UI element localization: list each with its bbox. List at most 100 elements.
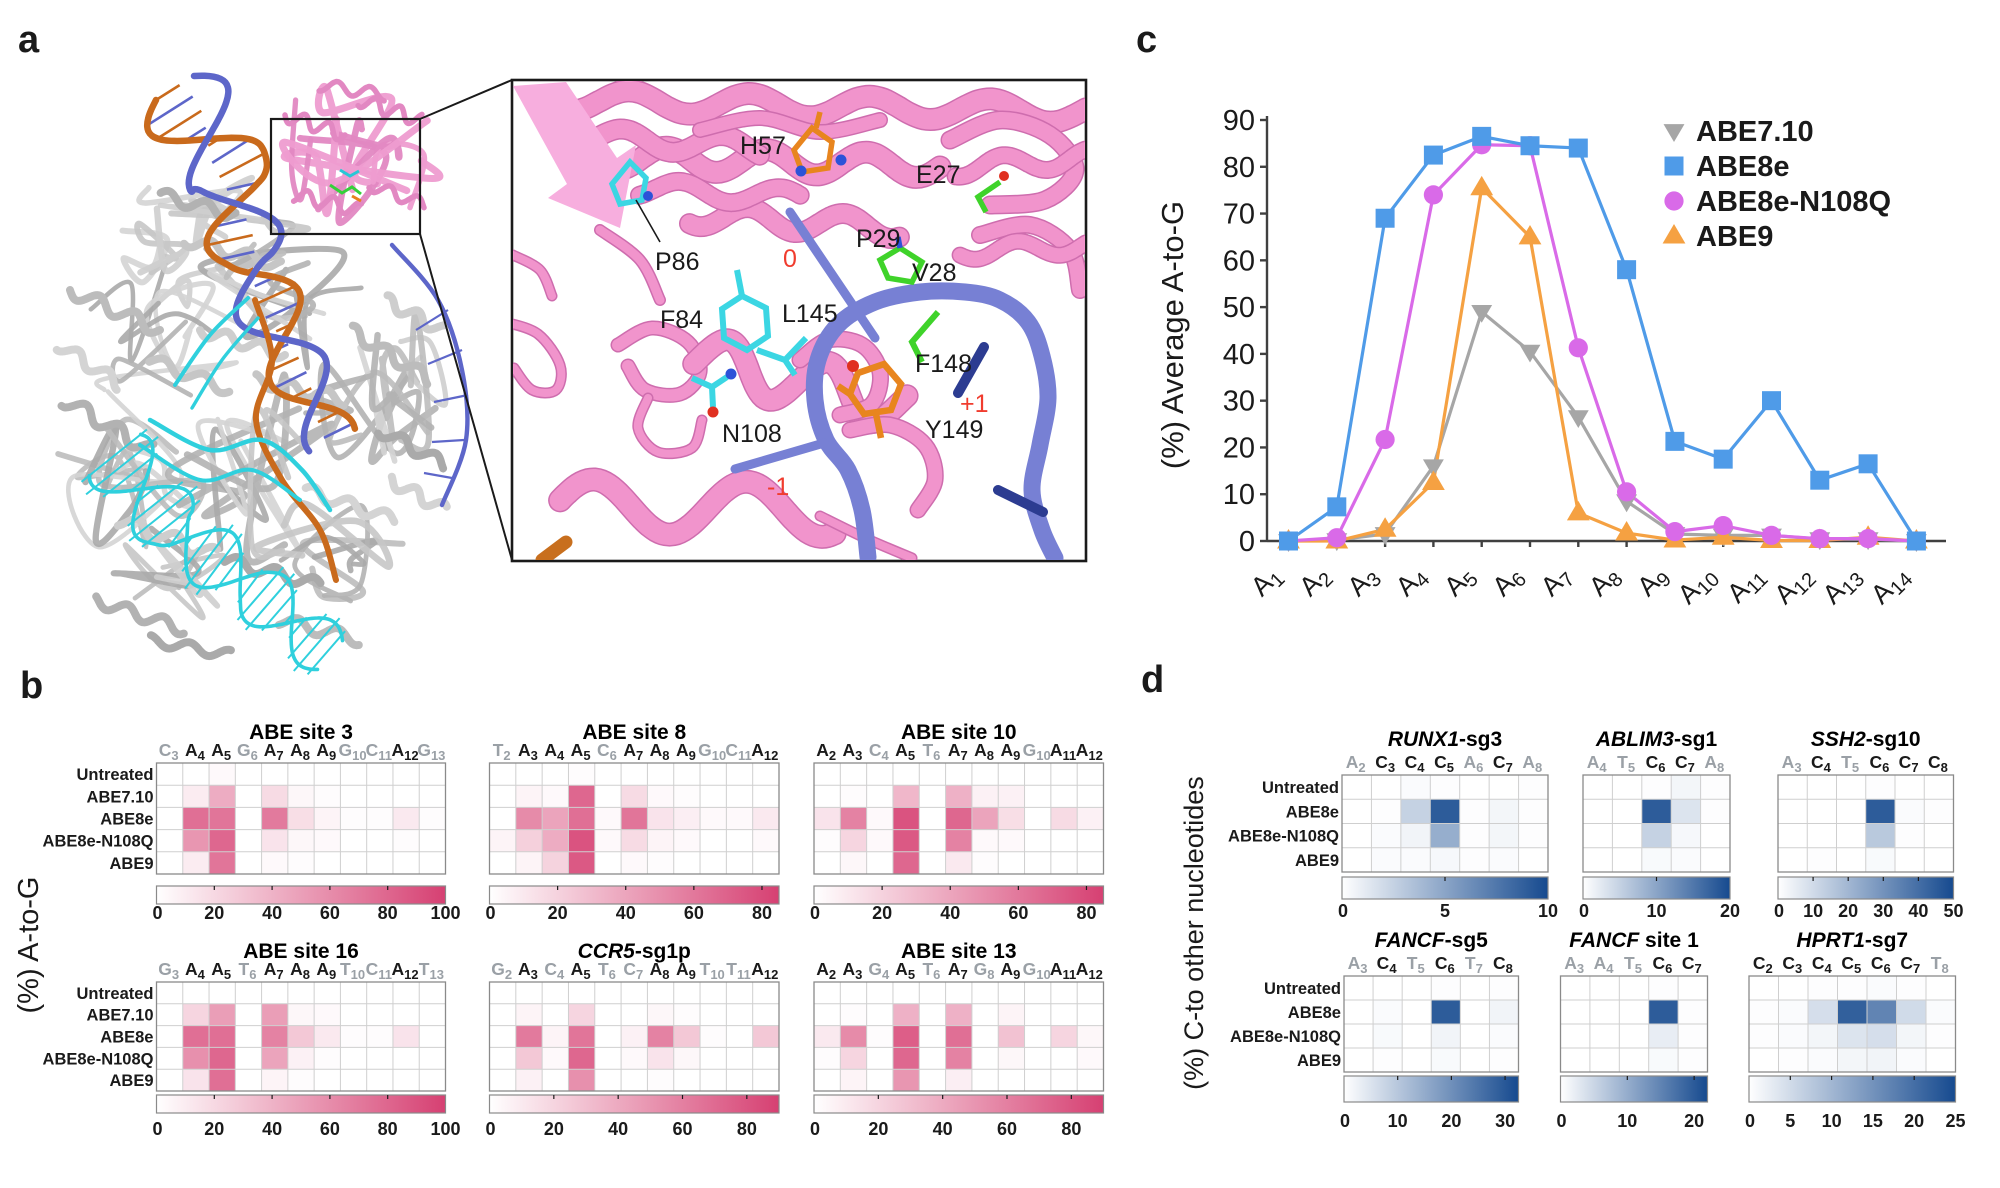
svg-text:60: 60: [997, 1119, 1017, 1139]
svg-text:ABE8e-N108Q: ABE8e-N108Q: [43, 833, 154, 851]
svg-text:ABE site 16: ABE site 16: [243, 940, 359, 963]
svg-text:ABE8e: ABE8e: [1696, 151, 1790, 183]
svg-text:20: 20: [1441, 1111, 1461, 1131]
svg-text:0: 0: [1579, 901, 1589, 921]
svg-text:b: b: [20, 665, 43, 707]
svg-text:80: 80: [737, 1119, 757, 1139]
svg-text:60: 60: [1008, 903, 1028, 923]
svg-text:40: 40: [262, 1119, 282, 1139]
svg-text:10: 10: [1646, 901, 1666, 921]
svg-text:10: 10: [1223, 479, 1255, 511]
svg-text:-1: -1: [767, 473, 789, 501]
svg-text:0: 0: [485, 903, 495, 923]
svg-text:0: 0: [810, 903, 820, 923]
svg-text:60: 60: [672, 1119, 692, 1139]
svg-text:Untreated: Untreated: [1262, 779, 1339, 797]
svg-text:Untreated: Untreated: [1264, 980, 1341, 998]
svg-text:ABE9: ABE9: [109, 1072, 153, 1090]
svg-text:P86: P86: [655, 248, 699, 276]
svg-text:Untreated: Untreated: [76, 766, 153, 784]
svg-text:ABE8e: ABE8e: [1286, 803, 1339, 821]
svg-text:30: 30: [1223, 386, 1255, 418]
svg-text:ABE site 3: ABE site 3: [249, 721, 353, 744]
svg-text:F84: F84: [660, 306, 703, 334]
svg-text:5: 5: [1440, 901, 1450, 921]
svg-text:80: 80: [1223, 152, 1255, 184]
svg-text:0: 0: [1340, 1111, 1350, 1131]
svg-text:Y149: Y149: [925, 416, 983, 444]
svg-text:80: 80: [752, 903, 772, 923]
svg-text:40: 40: [616, 903, 636, 923]
svg-text:60: 60: [684, 903, 704, 923]
svg-text:L145: L145: [782, 300, 838, 328]
svg-text:10: 10: [1538, 901, 1558, 921]
svg-text:25: 25: [1945, 1111, 1965, 1131]
svg-text:30: 30: [1495, 1111, 1515, 1131]
svg-text:(%) Average A-to-G: (%) Average A-to-G: [1155, 201, 1190, 469]
svg-text:0: 0: [810, 1119, 820, 1139]
svg-text:40: 40: [1223, 339, 1255, 371]
svg-text:20: 20: [204, 1119, 224, 1139]
svg-text:50: 50: [1223, 292, 1255, 324]
svg-text:ABE9: ABE9: [109, 855, 153, 873]
svg-text:ABE8e: ABE8e: [1288, 1004, 1341, 1022]
svg-text:0: 0: [1745, 1111, 1755, 1131]
svg-text:80: 80: [378, 903, 398, 923]
svg-text:FANCF-sg5: FANCF-sg5: [1375, 929, 1489, 952]
svg-text:CCR5-sg1p: CCR5-sg1p: [578, 940, 691, 963]
svg-text:10: 10: [1822, 1111, 1842, 1131]
svg-text:20: 20: [544, 1119, 564, 1139]
svg-text:ABE site 10: ABE site 10: [901, 721, 1017, 744]
svg-text:RUNX1-sg3: RUNX1-sg3: [1388, 728, 1502, 751]
svg-text:ABE9: ABE9: [1696, 221, 1773, 253]
svg-text:ABE7.10: ABE7.10: [87, 1007, 154, 1025]
svg-text:+1: +1: [960, 390, 989, 418]
svg-text:30: 30: [1873, 901, 1893, 921]
svg-text:20: 20: [1684, 1111, 1704, 1131]
svg-text:Untreated: Untreated: [76, 985, 153, 1003]
svg-text:20: 20: [872, 903, 892, 923]
svg-text:ABE8e-N108Q: ABE8e-N108Q: [1230, 1028, 1341, 1046]
svg-text:ABE site 13: ABE site 13: [901, 940, 1017, 963]
svg-text:80: 80: [1076, 903, 1096, 923]
svg-text:60: 60: [320, 903, 340, 923]
svg-text:0: 0: [1338, 901, 1348, 921]
svg-text:FANCF site 1: FANCF site 1: [1569, 929, 1699, 952]
svg-text:15: 15: [1863, 1111, 1883, 1131]
svg-text:90: 90: [1223, 105, 1255, 137]
svg-text:20: 20: [1838, 901, 1858, 921]
svg-text:5: 5: [1785, 1111, 1795, 1131]
svg-text:H57: H57: [740, 132, 786, 160]
svg-text:60: 60: [320, 1119, 340, 1139]
svg-text:0: 0: [152, 903, 162, 923]
svg-text:ABE8e-N108Q: ABE8e-N108Q: [1696, 186, 1891, 218]
svg-text:20: 20: [868, 1119, 888, 1139]
svg-text:40: 40: [608, 1119, 628, 1139]
svg-text:ABE8e-N108Q: ABE8e-N108Q: [43, 1050, 154, 1068]
svg-text:20: 20: [204, 903, 224, 923]
svg-text:50: 50: [1943, 901, 1963, 921]
svg-text:d: d: [1141, 659, 1164, 701]
svg-text:0: 0: [485, 1119, 495, 1139]
svg-text:a: a: [18, 19, 40, 61]
svg-text:10: 10: [1803, 901, 1823, 921]
svg-text:0: 0: [152, 1119, 162, 1139]
svg-text:70: 70: [1223, 199, 1255, 231]
svg-text:N108: N108: [722, 420, 782, 448]
svg-text:(%) A-to-G: (%) A-to-G: [13, 877, 45, 1014]
svg-text:100: 100: [430, 1119, 460, 1139]
svg-text:40: 40: [933, 1119, 953, 1139]
svg-text:10: 10: [1388, 1111, 1408, 1131]
svg-text:SSH2-sg10: SSH2-sg10: [1811, 728, 1921, 751]
svg-text:ABE7.10: ABE7.10: [1696, 116, 1814, 148]
svg-text:40: 40: [262, 903, 282, 923]
svg-text:ABE8e-N108Q: ABE8e-N108Q: [1228, 828, 1339, 846]
svg-text:ABE9: ABE9: [1297, 1052, 1341, 1070]
svg-text:ABE site 8: ABE site 8: [582, 721, 686, 744]
svg-text:40: 40: [940, 903, 960, 923]
svg-text:0: 0: [1239, 526, 1255, 558]
svg-text:(%) C-to other nucleotides: (%) C-to other nucleotides: [1179, 776, 1209, 1090]
svg-text:0: 0: [1556, 1111, 1566, 1131]
svg-text:0: 0: [1774, 901, 1784, 921]
svg-text:40: 40: [1908, 901, 1928, 921]
